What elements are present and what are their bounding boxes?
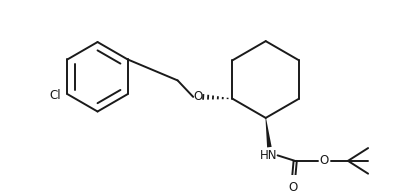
Polygon shape — [265, 118, 272, 147]
Text: O: O — [320, 154, 329, 167]
Text: Cl: Cl — [50, 89, 61, 102]
Text: O: O — [193, 90, 202, 103]
Text: O: O — [289, 181, 298, 192]
Text: HN: HN — [260, 149, 277, 162]
